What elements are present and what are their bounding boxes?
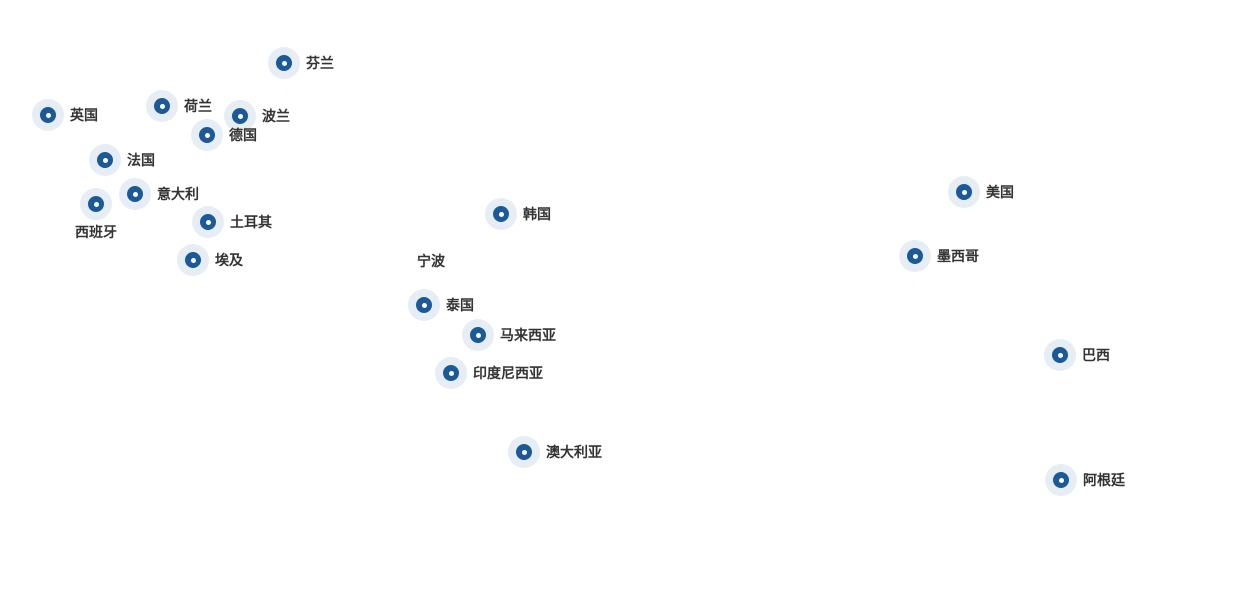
location-marker[interactable]	[89, 144, 121, 176]
location-marker[interactable]	[146, 90, 178, 122]
map-pin-icon	[232, 108, 248, 124]
origin-label: 宁波	[417, 254, 445, 270]
map-pin-icon	[40, 107, 56, 123]
map-pin-icon	[200, 214, 216, 230]
map-pin-icon	[185, 252, 201, 268]
location-label: 英国	[70, 108, 98, 124]
location-label: 美国	[986, 185, 1014, 201]
map-pin-icon	[88, 196, 104, 212]
location-label: 埃及	[215, 253, 243, 269]
location-marker[interactable]	[1044, 339, 1076, 371]
map-pin-icon	[97, 152, 113, 168]
location-label: 芬兰	[306, 56, 334, 72]
location-label: 墨西哥	[937, 249, 979, 265]
location-label: 印度尼西亚	[473, 366, 543, 382]
location-label: 韩国	[523, 207, 551, 223]
map-pin-icon	[1052, 347, 1068, 363]
location-marker[interactable]	[462, 319, 494, 351]
map-pin-icon	[416, 297, 432, 313]
map-pin-icon	[276, 55, 292, 71]
map-pin-icon	[493, 206, 509, 222]
map-pin-icon	[516, 444, 532, 460]
location-label: 西班牙	[75, 225, 117, 241]
location-marker[interactable]	[268, 47, 300, 79]
location-marker[interactable]	[899, 240, 931, 272]
map-pin-icon	[199, 127, 215, 143]
location-label: 法国	[127, 153, 155, 169]
location-label: 泰国	[446, 298, 474, 314]
location-label: 马来西亚	[500, 328, 556, 344]
location-marker[interactable]	[948, 176, 980, 208]
map-pin-icon	[907, 248, 923, 264]
location-marker[interactable]	[80, 188, 112, 220]
location-marker[interactable]	[1045, 464, 1077, 496]
location-marker[interactable]	[32, 99, 64, 131]
map-pin-icon	[443, 365, 459, 381]
location-label: 巴西	[1082, 348, 1110, 364]
location-label: 荷兰	[184, 99, 212, 115]
map-pin-icon	[470, 327, 486, 343]
location-marker[interactable]	[224, 100, 256, 132]
map-pin-icon	[1053, 472, 1069, 488]
location-marker[interactable]	[508, 436, 540, 468]
location-marker[interactable]	[192, 206, 224, 238]
location-marker[interactable]	[485, 198, 517, 230]
location-label: 意大利	[157, 187, 199, 203]
location-marker[interactable]	[408, 289, 440, 321]
location-label: 阿根廷	[1083, 473, 1125, 489]
location-marker[interactable]	[191, 119, 223, 151]
map-pin-icon	[956, 184, 972, 200]
map-pin-icon	[127, 186, 143, 202]
location-label: 波兰	[262, 109, 290, 125]
location-marker[interactable]	[119, 178, 151, 210]
location-marker[interactable]	[177, 244, 209, 276]
location-label: 土耳其	[230, 215, 272, 231]
location-marker[interactable]	[435, 357, 467, 389]
location-label: 德国	[229, 128, 257, 144]
map-pin-icon	[154, 98, 170, 114]
location-label: 澳大利亚	[546, 445, 602, 461]
